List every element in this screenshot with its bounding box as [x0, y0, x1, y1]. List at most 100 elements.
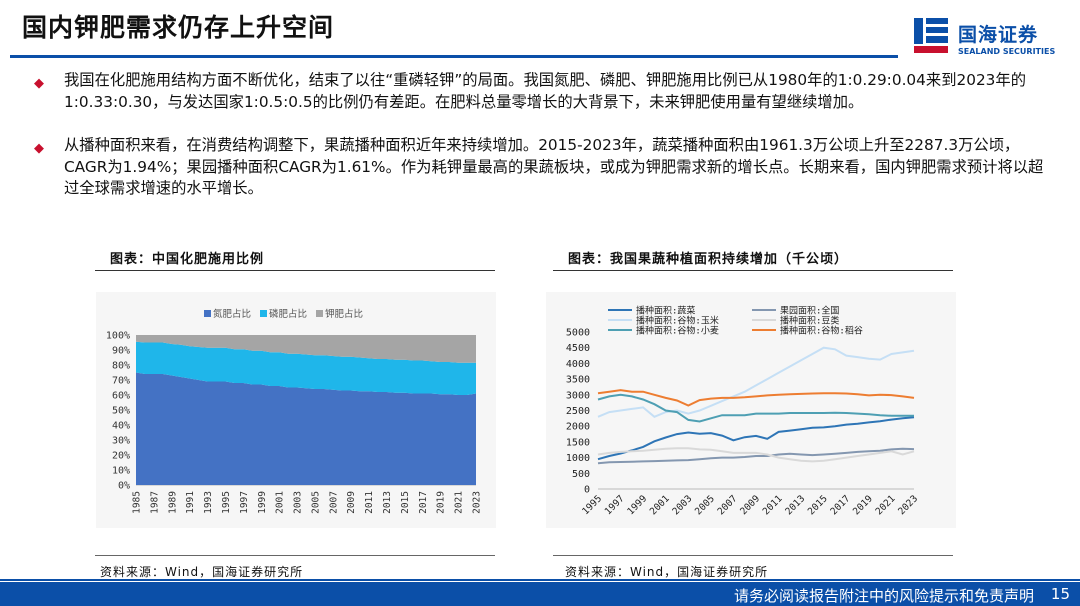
y-tick-label: 500 — [572, 469, 590, 480]
legend-swatch-3 — [316, 310, 323, 317]
x-tick-label: 1987 — [149, 491, 160, 514]
logo-text-cn: 国海证券 — [958, 24, 1039, 46]
x-tick-label: 1997 — [603, 493, 627, 517]
x-tick-label: 2015 — [400, 491, 411, 514]
y-tick-label: 0% — [118, 481, 130, 492]
line-series-6 — [597, 389, 915, 407]
x-tick-label: 2001 — [275, 491, 286, 514]
x-tick-label: 2005 — [310, 491, 321, 514]
legend-label-3: 钾肥占比 — [325, 308, 363, 320]
x-tick-label: 2005 — [693, 493, 717, 517]
x-tick-label: 2017 — [418, 491, 429, 514]
x-tick-label: 2007 — [328, 491, 339, 514]
bullet-2-text: 从播种面积来看，在消费结构调整下，果蔬播种面积近年来持续增加。2015-2023… — [64, 136, 1044, 197]
y-tick-label: 5000 — [566, 328, 590, 339]
page-number: 15 — [1050, 585, 1070, 603]
legend-label-2: 播种面积:谷物:玉米 — [636, 315, 719, 327]
y-tick-label: 50% — [112, 406, 130, 417]
y-tick-label: 4000 — [566, 359, 590, 370]
x-tick-label: 1999 — [625, 493, 649, 517]
line-series-5 — [597, 447, 915, 463]
y-tick-label: 70% — [112, 376, 130, 387]
x-tick-label: 2023 — [472, 491, 483, 514]
x-tick-label: 2019 — [436, 491, 447, 514]
footer-bar: 请务必阅读报告附注中的风险提示和免责声明 15 — [0, 582, 1080, 606]
right-source-rule — [553, 555, 953, 556]
y-tick-label: 1500 — [566, 437, 590, 448]
line-series-2 — [597, 346, 915, 418]
area-series-1 — [136, 372, 476, 485]
x-tick-label: 2015 — [806, 493, 830, 517]
x-tick-label: 1991 — [185, 491, 196, 514]
planting-area-chart: 0 500 1000 1500 2000 2500 3000 3500 4000 4500 5000… — [566, 305, 920, 518]
area-series-3 — [136, 335, 476, 363]
y-tick-label: 60% — [112, 391, 130, 402]
bullet-1: ◆ 我国在化肥施用结构方面不断优化，结束了以往“重磷轻钾”的局面。我国氮肥、磷肥… — [34, 70, 1058, 113]
x-tick-label: 1989 — [167, 491, 178, 514]
y-tick-label: 40% — [112, 421, 130, 432]
x-tick-label: 1999 — [257, 491, 268, 514]
x-tick-label: 2003 — [670, 493, 694, 517]
y-tick-label: 4500 — [566, 343, 590, 354]
x-tick-label: 2023 — [896, 493, 920, 517]
left-figure-title: 图表：中国化肥施用比例 — [110, 252, 265, 267]
y-tick-label: 10% — [112, 466, 130, 477]
legend-swatch-1 — [204, 310, 211, 317]
legend-label-2: 磷肥占比 — [269, 308, 307, 320]
line-series-4 — [597, 447, 915, 465]
y-tick-label: 20% — [112, 451, 130, 462]
y-tick-label: 100% — [106, 331, 130, 342]
x-tick-label: 1985 — [132, 491, 143, 514]
x-tick-label: 2007 — [716, 493, 740, 517]
x-tick-label: 2011 — [364, 491, 375, 514]
x-tick-label: 2021 — [874, 493, 898, 517]
legend-label-5: 播种面积:豆类 — [780, 315, 839, 327]
header-divider — [10, 55, 898, 58]
left-chart-panel: 0% 10% 20% 30% 40% 50% 60% 70% 80% 90% 100% 1985 198… — [96, 292, 496, 528]
y-tick-label: 3000 — [566, 390, 590, 401]
y-tick-label: 2000 — [566, 422, 590, 433]
y-tick-label: 30% — [112, 436, 130, 447]
left-source: 资料来源：Wind，国海证券研究所 — [100, 565, 304, 579]
x-tick-label: 2003 — [293, 491, 304, 514]
x-tick-label: 2017 — [828, 493, 852, 517]
x-tick-label: 2021 — [454, 491, 465, 514]
legend-label-6: 播种面积:谷物:稻谷 — [780, 325, 863, 337]
diamond-bullet-icon: ◆ — [34, 76, 44, 91]
y-tick-label: 3500 — [566, 375, 590, 386]
disclaimer-link[interactable]: 请务必阅读报告附注中的风险提示和免责声明 — [733, 587, 1034, 605]
x-tick-label: 2001 — [648, 493, 672, 517]
company-logo: 国海证券 SEALAND SECURITIES — [912, 16, 1064, 60]
x-tick-label: 1995 — [221, 491, 232, 514]
y-tick-label: 2500 — [566, 406, 590, 417]
line-series-3 — [597, 393, 914, 423]
right-source: 资料来源：Wind，国海证券研究所 — [565, 565, 769, 579]
y-tick-label: 0 — [584, 485, 590, 496]
x-tick-label: 2019 — [851, 493, 875, 517]
y-tick-label: 90% — [112, 346, 130, 357]
x-tick-label: 2013 — [382, 491, 393, 514]
bullet-2: ◆ 从播种面积来看，在消费结构调整下，果蔬播种面积近年来持续增加。2015-20… — [34, 135, 1058, 200]
legend-label-1: 播种面积:蔬菜 — [636, 305, 695, 317]
diamond-bullet-icon: ◆ — [34, 141, 44, 156]
x-tick-label: 1993 — [203, 491, 214, 514]
fertilizer-ratio-chart: 0% 10% 20% 30% 40% 50% 60% 70% 80% 90% 100% 1985 198… — [106, 308, 483, 514]
x-tick-label: 1995 — [580, 493, 604, 517]
right-figure-title: 图表：我国果蔬种植面积持续增加（千公顷） — [568, 252, 849, 267]
logo-text-en: SEALAND SECURITIES — [958, 47, 1056, 56]
x-tick-label: 2009 — [346, 491, 357, 514]
y-tick-label: 80% — [112, 361, 130, 372]
left-source-rule — [95, 555, 495, 556]
x-tick-label: 2013 — [783, 493, 807, 517]
x-tick-label: 2011 — [761, 493, 785, 517]
left-figure-title-rule — [95, 270, 495, 271]
bullet-1-text: 我国在化肥施用结构方面不断优化，结束了以往“重磷轻钾”的局面。我国氮肥、磷肥、钾… — [64, 71, 1027, 111]
page-title: 国内钾肥需求仍存上升空间 — [22, 13, 335, 42]
y-tick-label: 1000 — [566, 453, 590, 464]
legend-swatch-2 — [260, 310, 267, 317]
right-chart-panel: 0 500 1000 1500 2000 2500 3000 3500 4000 4500 5000… — [546, 292, 956, 528]
line-series-1 — [597, 416, 915, 461]
legend-label-4: 果园面积:全国 — [780, 305, 839, 317]
legend-label-3: 播种面积:谷物:小麦 — [636, 325, 719, 337]
x-tick-label: 2009 — [738, 493, 762, 517]
